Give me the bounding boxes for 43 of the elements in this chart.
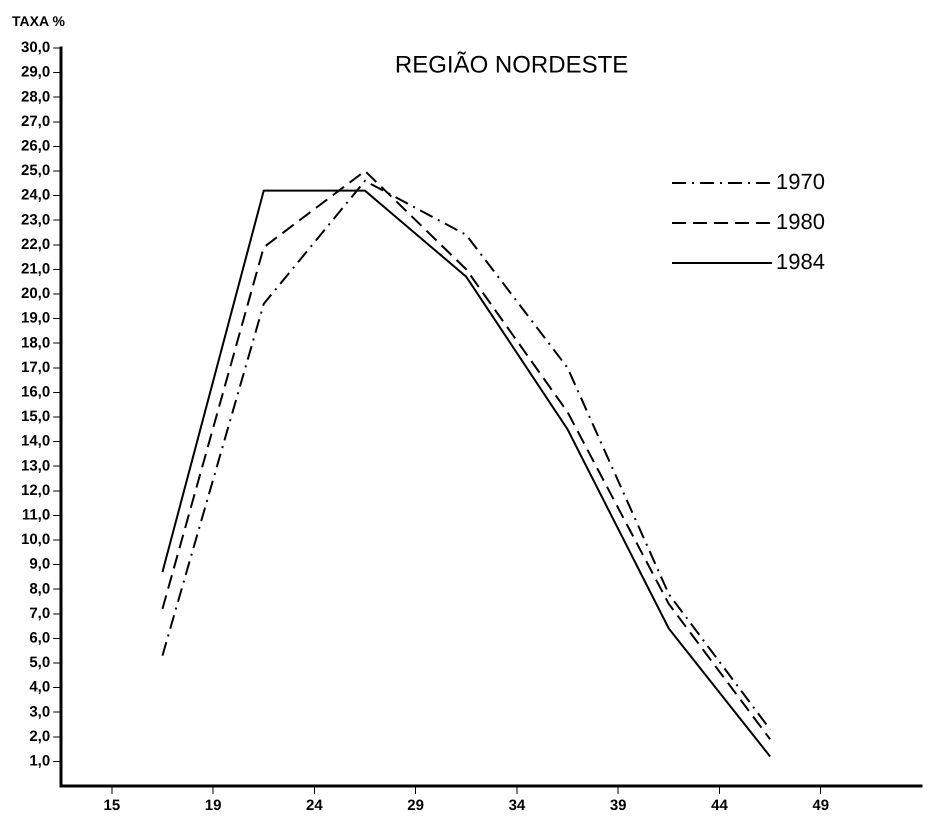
y-tick-label: 26,0: [20, 138, 50, 155]
x-tick-label: 34: [508, 797, 526, 814]
y-tick-label: 7,0: [29, 604, 50, 622]
y-tick-label: 14,0: [20, 432, 50, 450]
y-tick-label: 11,0: [22, 506, 50, 524]
y-tick-label: 2,0: [29, 728, 50, 745]
y-tick-label: 23,0: [20, 211, 50, 228]
y-tick-label: 9,0: [29, 556, 50, 573]
y-tick-label: 25,0: [20, 162, 50, 180]
x-tick-label: 49: [812, 797, 830, 814]
y-tick-label: 20,0: [20, 285, 50, 302]
y-tick-label: 4,0: [29, 678, 50, 696]
legend-label: 1984: [776, 249, 825, 274]
x-tick-label: 29: [407, 797, 424, 814]
y-tick-label: 17,0: [20, 358, 50, 376]
y-axis-title: TAXA %: [12, 12, 66, 29]
x-tick-label: 15: [103, 797, 120, 814]
y-tick-label: 12,0: [20, 482, 50, 499]
y-tick-label: 5,0: [29, 654, 50, 672]
x-tick-label: 24: [306, 797, 324, 814]
x-tick-label: 39: [610, 797, 627, 814]
x-tick-label: 44: [711, 797, 728, 814]
y-tick-label: 19,0: [20, 310, 50, 327]
x-tick-label: 19: [204, 797, 222, 814]
y-tick-label: 3,0: [29, 703, 50, 720]
y-tick-label: 8,0: [29, 580, 50, 598]
legend-label: 1970: [776, 169, 825, 194]
y-tick-label: 30,0: [20, 39, 50, 56]
y-tick-label: 21,0: [20, 260, 50, 278]
y-tick-label: 22,0: [20, 236, 50, 253]
y-tick-label: 6,0: [29, 630, 50, 647]
legend-label: 1980: [776, 209, 825, 234]
chart-title: REGIÃO NORDESTE: [394, 50, 628, 79]
y-tick-label: 16,0: [20, 384, 50, 401]
y-tick-label: 27,0: [20, 112, 50, 130]
y-tick-label: 24,0: [20, 186, 50, 204]
y-tick-label: 10,0: [20, 531, 50, 548]
y-tick-label: 29,0: [20, 64, 50, 81]
y-tick-label: 1,0: [29, 752, 50, 770]
y-tick-label: 18,0: [20, 334, 50, 352]
y-tick-label: 13,0: [20, 457, 50, 474]
y-tick-label: 15,0: [20, 408, 50, 426]
y-tick-label: 28,0: [20, 88, 50, 106]
